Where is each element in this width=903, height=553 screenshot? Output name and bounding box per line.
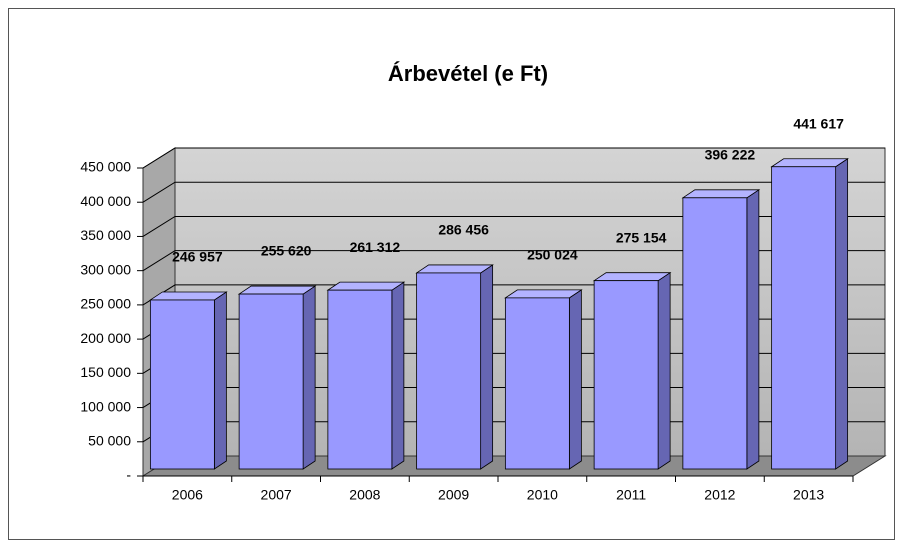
value-label: 261 312 <box>350 239 401 255</box>
y-tick-label: 100 000 <box>80 398 131 414</box>
x-tick-label: 2008 <box>349 487 380 503</box>
bar <box>504 297 570 470</box>
grid-line <box>142 147 885 169</box>
bar-top <box>592 272 672 282</box>
bar-top <box>504 289 583 299</box>
bar-top <box>770 158 849 168</box>
bar-side <box>568 289 582 470</box>
bar <box>416 272 482 470</box>
bar-side <box>302 285 316 470</box>
bar <box>327 289 393 470</box>
y-tick-label: 250 000 <box>80 296 131 312</box>
y-tick-label: 450 000 <box>80 159 131 175</box>
bar-side <box>391 281 405 470</box>
y-tick-label: 200 000 <box>80 330 131 346</box>
value-label: 250 024 <box>527 247 578 263</box>
bar <box>149 299 215 470</box>
grid-line <box>142 181 885 203</box>
grid-line <box>142 250 885 272</box>
bar-side <box>746 189 760 470</box>
y-tick-label: 300 000 <box>80 261 131 277</box>
x-tick-label: 2011 <box>616 487 646 503</box>
bar <box>593 280 659 470</box>
x-tick-label: 2009 <box>438 487 469 503</box>
value-label: 286 456 <box>438 222 489 238</box>
y-tick-label: 50 000 <box>88 432 131 448</box>
value-label: 255 620 <box>261 243 312 259</box>
x-tick-label: 2007 <box>261 487 292 503</box>
bar-top <box>326 281 406 291</box>
y-tick-label: 400 000 <box>80 193 131 209</box>
value-label: 396 222 <box>705 147 756 163</box>
x-tick-label: 2013 <box>793 487 824 503</box>
bar-side <box>657 271 671 470</box>
bar-top <box>415 264 494 274</box>
bar-side <box>835 157 849 470</box>
x-tick-label: 2010 <box>527 487 558 503</box>
y-tick-label: 350 000 <box>80 227 131 243</box>
grid-line <box>142 215 885 237</box>
value-label: 275 154 <box>616 229 667 245</box>
bar <box>771 166 837 470</box>
bar-top <box>681 189 761 199</box>
chart-title: Árbevétel (e Ft) <box>388 61 548 86</box>
x-tick-label: 2006 <box>172 487 203 503</box>
bar-side <box>213 291 227 470</box>
bar-top <box>237 285 317 295</box>
y-tick-label: 150 000 <box>80 364 131 380</box>
value-label: 246 957 <box>172 249 223 265</box>
value-label: 441 617 <box>793 115 844 131</box>
bar <box>682 197 748 470</box>
y-tick-label: - <box>126 467 131 483</box>
bar <box>238 293 304 470</box>
bar-top <box>149 291 228 301</box>
bar-side <box>480 264 494 470</box>
x-tick-label: 2012 <box>704 487 735 503</box>
